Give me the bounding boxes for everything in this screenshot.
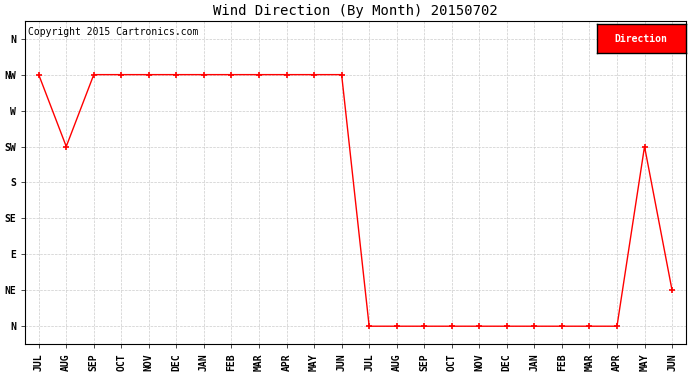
Title: Wind Direction (By Month) 20150702: Wind Direction (By Month) 20150702 <box>213 4 497 18</box>
Text: Copyright 2015 Cartronics.com: Copyright 2015 Cartronics.com <box>28 27 199 37</box>
